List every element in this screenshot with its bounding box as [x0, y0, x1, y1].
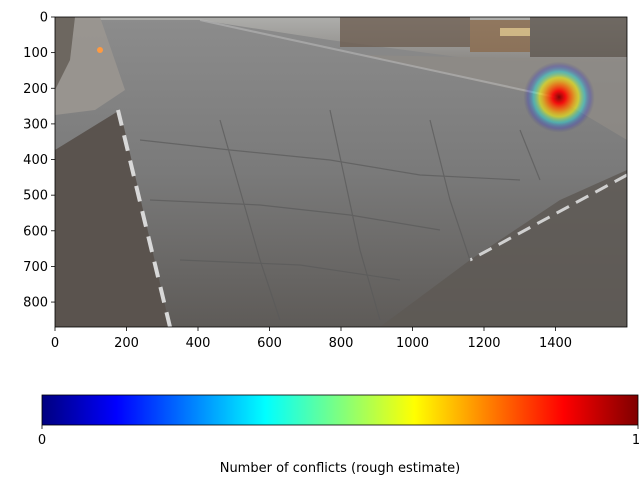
colorbar-max-label: 1	[632, 433, 640, 448]
x-tick-label: 1000	[396, 336, 429, 351]
y-tick-label: 500	[23, 189, 48, 204]
x-tick-label: 400	[186, 336, 211, 351]
y-tick-label: 0	[40, 11, 48, 26]
heatmap-layer	[523, 61, 595, 133]
y-tick-label: 600	[23, 224, 48, 239]
y-tick-label: 200	[23, 82, 48, 97]
y-tick-label: 300	[23, 117, 48, 132]
x-tick-label: 0	[51, 336, 59, 351]
y-axis: 0 100 200 300 400 500 600 700 800	[23, 11, 55, 311]
background-photo	[55, 17, 627, 327]
x-tick-label: 800	[329, 336, 354, 351]
y-tick-label: 400	[23, 153, 48, 168]
conflict-hotspot	[523, 61, 595, 133]
x-tick-label: 1400	[539, 336, 572, 351]
y-tick-label: 100	[23, 46, 48, 61]
colorbar-min-label: 0	[38, 433, 46, 448]
x-tick-label: 200	[114, 336, 139, 351]
colorbar: 0 1 Number of conflicts (rough estimate)	[38, 394, 640, 476]
x-tick-label: 1200	[467, 336, 500, 351]
x-tick-label: 600	[257, 336, 282, 351]
colorbar-gradient	[41, 394, 639, 426]
colorbar-title: Number of conflicts (rough estimate)	[220, 461, 461, 476]
x-axis: 0 200 400 600 800 1000 1200 1400	[51, 327, 572, 351]
y-tick-label: 800	[23, 296, 48, 311]
y-tick-label: 700	[23, 260, 48, 275]
